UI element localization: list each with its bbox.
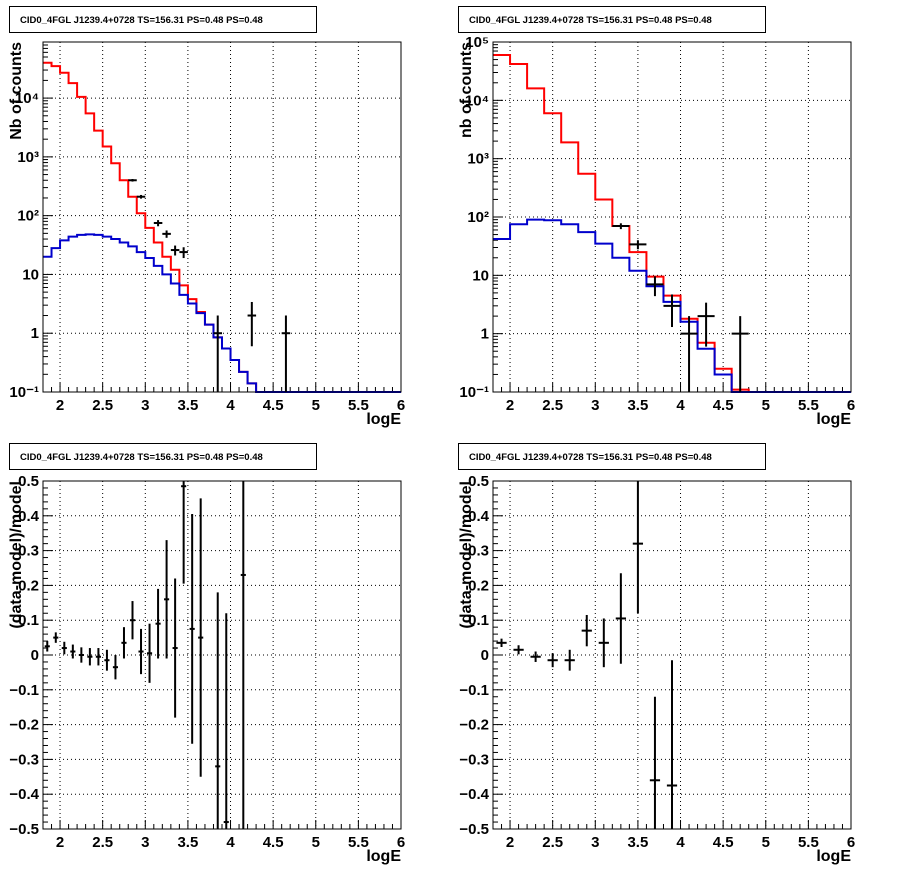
x-tick-label: 3.5 [627, 397, 648, 414]
x-tick-label: 5.5 [798, 397, 819, 414]
y-tick-label: 1 [31, 325, 39, 342]
x-tick-label: 5 [312, 397, 320, 414]
y-axis-label: (data-model)/model [458, 481, 475, 629]
x-tick-label: 4 [676, 397, 685, 414]
y-tick-label: 0.1 [468, 612, 489, 629]
plot-frame [492, 480, 852, 830]
y-axis-label: nb of counts [458, 42, 475, 138]
chart-title: CID0_4FGL J1239.4+0728 TS=156.31 PS=0.48… [458, 443, 766, 470]
y-tick-label: −0.3 [459, 751, 489, 768]
y-tick-label: 10² [467, 209, 489, 226]
x-tick-label: 4 [226, 834, 235, 851]
y-tick-label: 0.1 [18, 612, 39, 629]
x-tick-label: 3.5 [627, 834, 648, 851]
x-tick-label: 2.5 [92, 397, 113, 414]
y-tick-label: 1 [481, 326, 489, 343]
x-tick-label: 2.5 [542, 834, 563, 851]
y-tick-label: 0.4 [468, 508, 490, 525]
y-tick-label: −0.4 [459, 786, 489, 803]
x-tick-label: 3 [591, 397, 599, 414]
chart-title: CID0_4FGL J1239.4+0728 TS=156.31 PS=0.48… [9, 443, 317, 470]
x-tick-label: 3 [141, 397, 149, 414]
y-tick-label: 0.3 [18, 543, 39, 560]
x-axis-label: logE [816, 848, 851, 865]
y-tick-label: 0 [31, 647, 39, 664]
histogram-series [493, 53, 851, 393]
x-tick-label: 6 [847, 397, 855, 414]
x-tick-label: 4.5 [713, 834, 734, 851]
y-tick-label: 10⁴ [15, 90, 39, 107]
plot-frame [42, 41, 402, 393]
x-tick-label: 5.5 [798, 834, 819, 851]
x-tick-label: 4 [226, 397, 235, 414]
x-tick-label: 4 [676, 834, 685, 851]
x-tick-label: 3 [591, 834, 599, 851]
y-tick-label: 10² [17, 208, 39, 225]
y-tick-label: 10³ [17, 149, 39, 166]
x-tick-label: 4.5 [713, 397, 734, 414]
x-axis-label: logE [816, 411, 851, 428]
x-tick-label: 2 [506, 834, 514, 851]
x-axis-label: logE [366, 848, 401, 865]
x-axis-label: logE [366, 411, 401, 428]
x-tick-label: 3 [141, 834, 149, 851]
y-tick-label: 0.3 [468, 543, 489, 560]
y-tick-label: 10³ [467, 151, 489, 168]
x-tick-label: 2.5 [542, 397, 563, 414]
x-tick-label: 2 [506, 397, 514, 414]
x-tick-label: 4.5 [263, 397, 284, 414]
histogram-series [43, 233, 401, 393]
y-tick-label: −0.5 [459, 821, 489, 838]
y-tick-label: −0.2 [459, 717, 489, 734]
x-tick-label: 2 [56, 397, 64, 414]
x-tick-label: 2.5 [92, 834, 113, 851]
plot-frame [42, 480, 402, 830]
y-axis-label: Nb of counts [8, 42, 25, 140]
y-tick-label: 0.5 [468, 473, 489, 490]
y-tick-label: 10⁵ [465, 34, 489, 51]
y-tick-label: 0 [481, 647, 489, 664]
y-tick-label: −0.1 [459, 682, 489, 699]
x-tick-label: 4.5 [263, 834, 284, 851]
x-tick-label: 5.5 [348, 397, 369, 414]
y-tick-label: 10 [472, 267, 489, 284]
x-tick-label: 3.5 [177, 834, 198, 851]
x-tick-label: 3.5 [177, 397, 198, 414]
y-tick-label: −0.3 [9, 751, 39, 768]
y-tick-label: 0.2 [468, 577, 489, 594]
y-tick-label: 0.2 [18, 577, 39, 594]
x-tick-label: 6 [397, 834, 405, 851]
y-tick-label: −0.1 [9, 682, 39, 699]
y-tick-label: 0.4 [18, 508, 40, 525]
y-tick-label: 10 [22, 266, 39, 283]
x-tick-label: 6 [847, 834, 855, 851]
y-tick-label: 10⁴ [465, 92, 489, 109]
x-tick-label: 6 [397, 397, 405, 414]
chart-title: CID0_4FGL J1239.4+0728 TS=156.31 PS=0.48… [458, 6, 766, 33]
plot-frame [492, 41, 852, 393]
y-axis-label: (data-model)/model [8, 481, 25, 629]
x-tick-label: 2 [56, 834, 64, 851]
x-tick-label: 5.5 [348, 834, 369, 851]
chart-title: CID0_4FGL J1239.4+0728 TS=156.31 PS=0.48… [9, 6, 317, 33]
y-tick-label: 0.5 [18, 473, 39, 490]
y-tick-label: −0.4 [9, 786, 39, 803]
y-tick-label: −0.5 [9, 821, 39, 838]
x-tick-label: 5 [762, 834, 770, 851]
y-tick-label: −0.2 [9, 717, 39, 734]
x-tick-label: 5 [312, 834, 320, 851]
x-tick-label: 5 [762, 397, 770, 414]
y-tick-label: 10⁻¹ [459, 384, 489, 401]
y-tick-label: 10⁻¹ [9, 384, 39, 401]
